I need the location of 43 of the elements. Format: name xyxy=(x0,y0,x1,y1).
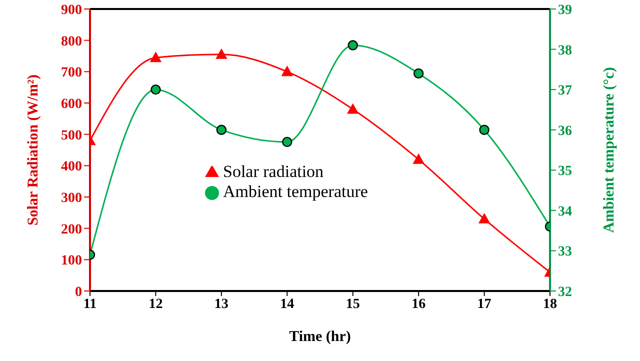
y-tick-label: 400 xyxy=(61,160,82,175)
x-tick-label: 14 xyxy=(280,296,294,312)
y2-axis-title: Ambient temperature (°c) xyxy=(601,67,618,233)
legend-label: Solar radiation xyxy=(223,162,324,181)
y-tick-label: 900 xyxy=(61,2,82,18)
x-tick-label: 17 xyxy=(477,296,492,312)
y-tick-label: 300 xyxy=(61,190,82,206)
y-axis-title: Solar Radiation (W/m²) xyxy=(25,74,42,226)
point xyxy=(150,84,161,95)
y-tick-label: 500 xyxy=(61,128,82,144)
point xyxy=(150,52,162,62)
point xyxy=(347,104,358,114)
x-tick-label: 11 xyxy=(83,296,97,312)
legend-label: Ambient temperature xyxy=(223,182,368,201)
y-tick-label: 100 xyxy=(61,254,82,269)
point xyxy=(282,136,292,148)
y-tick-label: 200 xyxy=(61,222,82,238)
point xyxy=(216,124,227,135)
y2-tick-label: 39 xyxy=(558,2,572,18)
x-tick-label: 18 xyxy=(543,296,557,312)
y2-tick-label: 32 xyxy=(558,284,572,300)
point xyxy=(282,66,293,76)
x-tick-label: 16 xyxy=(412,296,426,312)
x-axis-title: Time (hr) xyxy=(289,329,351,345)
y2-tick-label: 37 xyxy=(558,84,572,99)
y-tick-label: 800 xyxy=(61,34,82,50)
y-tick-label: 0 xyxy=(75,284,82,300)
y2-tick-label: 38 xyxy=(558,43,572,58)
point xyxy=(478,213,490,224)
point xyxy=(348,40,358,50)
point xyxy=(216,48,227,59)
point xyxy=(479,124,490,135)
y2-tick-label: 34 xyxy=(558,204,572,220)
y2-tick-label: 33 xyxy=(558,244,572,260)
y-tick-label: 700 xyxy=(61,66,82,81)
y2-tick-label: 35 xyxy=(558,164,572,180)
y-tick-label: 600 xyxy=(61,96,82,112)
x-tick-label: 12 xyxy=(148,296,163,312)
x-tick-label: 13 xyxy=(214,296,228,312)
x-tick-label: 15 xyxy=(346,296,360,312)
point xyxy=(413,154,424,164)
point xyxy=(413,68,424,79)
y2-tick-label: 36 xyxy=(558,124,572,139)
